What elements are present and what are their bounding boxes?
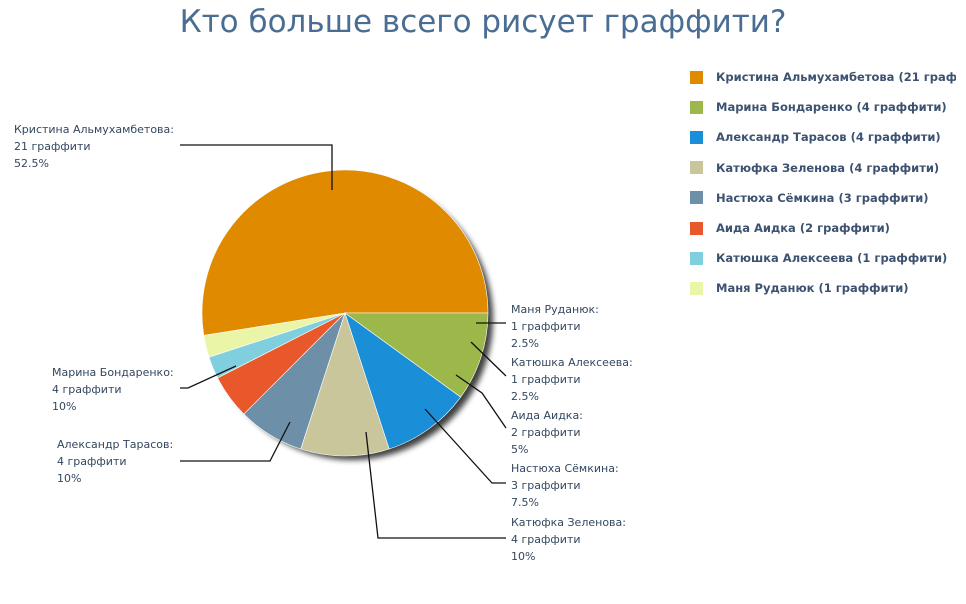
slice-label-name: Катюшка Алексеева: [511, 356, 633, 369]
legend-item[interactable]: Александр Тарасов (4 граффити) [690, 122, 956, 152]
leader-line-7 [180, 365, 237, 389]
slice-label-count: 21 граффити [14, 140, 91, 153]
slice-label-0: Кристина Альмухамбетова: 21 граффити 52.5% [14, 121, 174, 172]
slice-label-6: Александр Тарасов: 4 граффити 10% [57, 436, 173, 487]
slice-label-name: Катюфка Зеленова: [511, 516, 626, 529]
slice-label-percent: 10% [511, 550, 536, 563]
legend-label: Катюфка Зеленова (4 граффити) [716, 160, 940, 175]
legend-label: Аида Аидка (2 граффити) [716, 221, 890, 236]
slice-label-5: Катюфка Зеленова: 4 граффити 10% [511, 514, 626, 565]
legend-item[interactable]: Аида Аидка (2 граффити) [690, 213, 956, 243]
slice-label-7: Марина Бондаренко: 4 граффити 10% [52, 364, 174, 415]
legend-swatch [690, 130, 703, 144]
slice-label-name: Кристина Альмухамбетова: [14, 123, 174, 136]
slice-label-1: Маня Руданюк: 1 граффити 2.5% [511, 301, 599, 352]
leader-line-3 [455, 374, 507, 429]
slice-label-4: Настюха Сёмкина: 3 граффити 7.5% [511, 460, 619, 511]
legend-label: Александр Тарасов (4 граффити) [716, 130, 941, 145]
chart-title: Кто больше всего рисует граффити? [179, 4, 787, 40]
legend-label: Кристина Альмухамбетова (21 граффити) [716, 70, 956, 85]
legend-swatch [690, 281, 703, 295]
legend-swatch [690, 161, 703, 175]
slice-label-name: Александр Тарасов: [57, 438, 174, 451]
slice-label-name: Настюха Сёмкина: [511, 462, 619, 475]
legend-swatch [690, 221, 703, 235]
leader-line-2 [470, 341, 507, 377]
legend-item[interactable]: Кристина Альмухамбетова (21 граффити) [690, 62, 956, 92]
legend-label: Маня Руданюк (1 граффити) [716, 281, 909, 296]
pie-slice-5[interactable] [300, 312, 390, 457]
slice-label-percent: 10% [52, 400, 77, 413]
legend-item[interactable]: Марина Бондаренко (4 граффити) [690, 92, 956, 122]
slice-label-count: 4 граффити [52, 383, 122, 396]
leader-line-6 [180, 421, 291, 462]
slice-label-percent: 52.5% [14, 157, 49, 170]
legend-swatch [690, 251, 703, 265]
legend-swatch [690, 70, 703, 84]
slice-label-count: 4 граффити [511, 533, 581, 546]
slice-label-count: 3 граффити [511, 479, 581, 492]
legend-item[interactable]: Катюшка Алексеева (1 граффити) [690, 243, 956, 273]
slice-label-name: Марина Бондаренко: [52, 366, 174, 379]
leader-line-5 [365, 431, 506, 539]
slice-label-count: 1 граффити [511, 373, 581, 386]
slice-label-2: Катюшка Алексеева: 1 граффити 2.5% [511, 354, 633, 405]
legend-item[interactable]: Маня Руданюк (1 граффити) [690, 273, 956, 303]
leader-line-0 [180, 144, 333, 190]
slice-label-percent: 2.5% [511, 337, 539, 350]
slice-label-count: 2 граффити [511, 426, 581, 439]
pie-slice-7[interactable] [344, 312, 489, 398]
leader-line-4 [424, 408, 506, 484]
pie-slice-6[interactable] [344, 312, 462, 450]
legend-label: Настюха Сёмкина (3 граффити) [716, 190, 929, 205]
legend: Кристина Альмухамбетова (21 граффити) Мар… [690, 62, 956, 304]
slice-label-percent: 10% [57, 472, 82, 485]
legend-item[interactable]: Настюха Сёмкина (3 граффити) [690, 183, 956, 213]
legend-label: Катюшка Алексеева (1 граффити) [716, 251, 948, 266]
slice-label-count: 1 граффити [511, 320, 581, 333]
slice-label-name: Маня Руданюк: [511, 303, 599, 316]
pie-slice-0[interactable] [201, 169, 489, 336]
slice-label-count: 4 граффити [57, 455, 127, 468]
legend-swatch [690, 191, 703, 205]
legend-label: Марина Бондаренко (4 граффити) [716, 100, 947, 115]
legend-item[interactable]: Катюфка Зеленова (4 граффити) [690, 153, 956, 183]
legend-swatch [690, 100, 703, 114]
slice-label-percent: 5% [511, 443, 529, 456]
slice-label-percent: 2.5% [511, 390, 539, 403]
slice-label-name: Аида Аидка: [511, 409, 583, 422]
slice-label-3: Аида Аидка: 2 граффити 5% [511, 407, 583, 458]
slice-label-percent: 7.5% [511, 496, 539, 509]
